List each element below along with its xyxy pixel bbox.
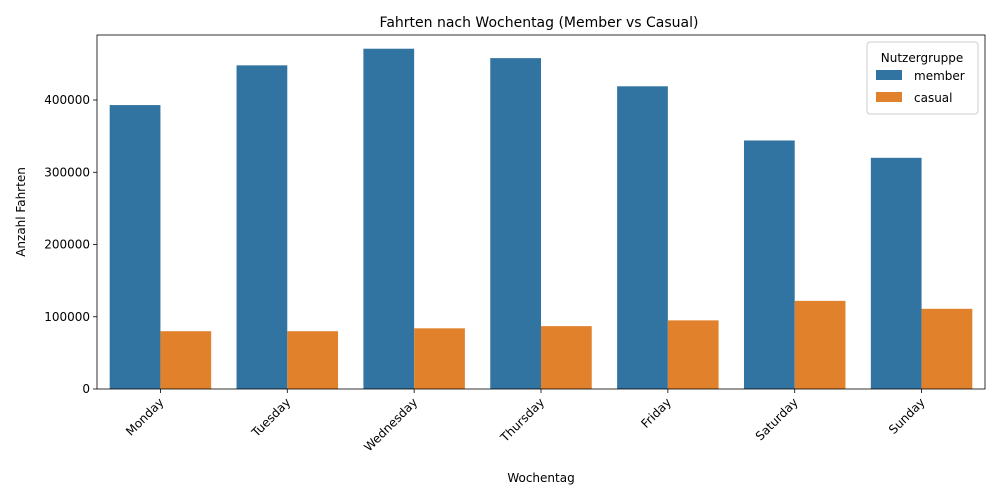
bars-group <box>109 48 973 390</box>
y-axis: 0 100000 200000 300000 400000 <box>44 93 97 396</box>
x-tick-label: Saturday <box>753 395 801 443</box>
x-tick-label: Tuesday <box>248 395 293 440</box>
legend-swatch-casual <box>876 92 902 102</box>
bar-member-friday <box>617 86 668 389</box>
bar-casual-friday <box>667 320 719 389</box>
legend-label-member: member <box>914 69 965 83</box>
bar-casual-wednesday <box>414 328 465 389</box>
bar-member-monday <box>109 105 161 390</box>
x-tick-label: Sunday <box>886 395 928 437</box>
x-tick-label: Friday <box>638 395 674 431</box>
y-axis-label: Anzahl Fahrten <box>14 167 28 257</box>
x-tick-label: Wednesday <box>361 395 420 454</box>
bar-casual-monday <box>160 331 212 389</box>
bar-member-wednesday <box>363 48 415 389</box>
y-tick-label: 0 <box>82 382 90 396</box>
bar-casual-thursday <box>541 326 592 389</box>
bar-casual-sunday <box>921 308 973 389</box>
legend-swatch-member <box>876 70 902 80</box>
bar-member-thursday <box>490 58 541 389</box>
legend-title: Nutzergruppe <box>881 51 963 65</box>
bar-member-sunday <box>870 157 922 389</box>
x-tick-label: Thursday <box>497 395 547 445</box>
y-tick-label: 200000 <box>44 238 90 252</box>
bar-casual-saturday <box>794 300 846 389</box>
bar-casual-tuesday <box>287 331 339 389</box>
x-axis-label: Wochentag <box>507 471 574 485</box>
x-axis: Monday Tuesday Wednesday Thursday Friday Satu… <box>123 389 928 454</box>
y-tick-label: 100000 <box>44 310 90 324</box>
legend-label-casual: casual <box>914 91 953 105</box>
bar-member-tuesday <box>236 65 288 389</box>
chart-title: Fahrten nach Wochentag (Member vs Casual… <box>380 15 699 31</box>
y-tick-label: 300000 <box>44 165 90 179</box>
y-tick-label: 400000 <box>44 93 90 107</box>
x-tick-label: Monday <box>123 395 166 438</box>
bar-member-saturday <box>743 140 795 389</box>
legend: Nutzergruppe member casual <box>866 41 979 115</box>
